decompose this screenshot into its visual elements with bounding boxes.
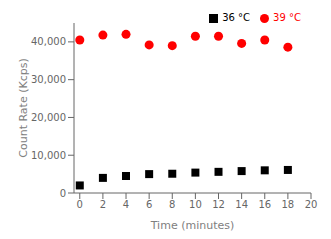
svg-text:0: 0 bbox=[77, 199, 83, 210]
svg-text:6: 6 bbox=[146, 199, 152, 210]
svg-text:12: 12 bbox=[212, 199, 225, 210]
svg-text:8: 8 bbox=[169, 199, 175, 210]
svg-text:10,000: 10,000 bbox=[31, 150, 66, 161]
html-text:36 °C: 36 °C bbox=[222, 12, 251, 23]
svg-text:2: 2 bbox=[100, 199, 106, 210]
svg-text:20: 20 bbox=[305, 199, 318, 210]
html-text:39 °C: 39 °C bbox=[273, 12, 301, 23]
svg-text:30,000: 30,000 bbox=[31, 74, 66, 85]
svg-text:10: 10 bbox=[189, 199, 202, 210]
svg-text:18: 18 bbox=[282, 199, 295, 210]
svg-text:0: 0 bbox=[60, 188, 66, 199]
svg-text:14: 14 bbox=[235, 199, 248, 210]
svg-text:Time (minutes): Time (minutes) bbox=[150, 219, 235, 231]
svg-text:16: 16 bbox=[258, 199, 271, 210]
svg-text:4: 4 bbox=[123, 199, 129, 210]
svg-text:40,000: 40,000 bbox=[31, 36, 66, 47]
svg-text:Count Rate (Kcps): Count Rate (Kcps) bbox=[17, 58, 30, 157]
svg-text:20,000: 20,000 bbox=[31, 112, 66, 123]
